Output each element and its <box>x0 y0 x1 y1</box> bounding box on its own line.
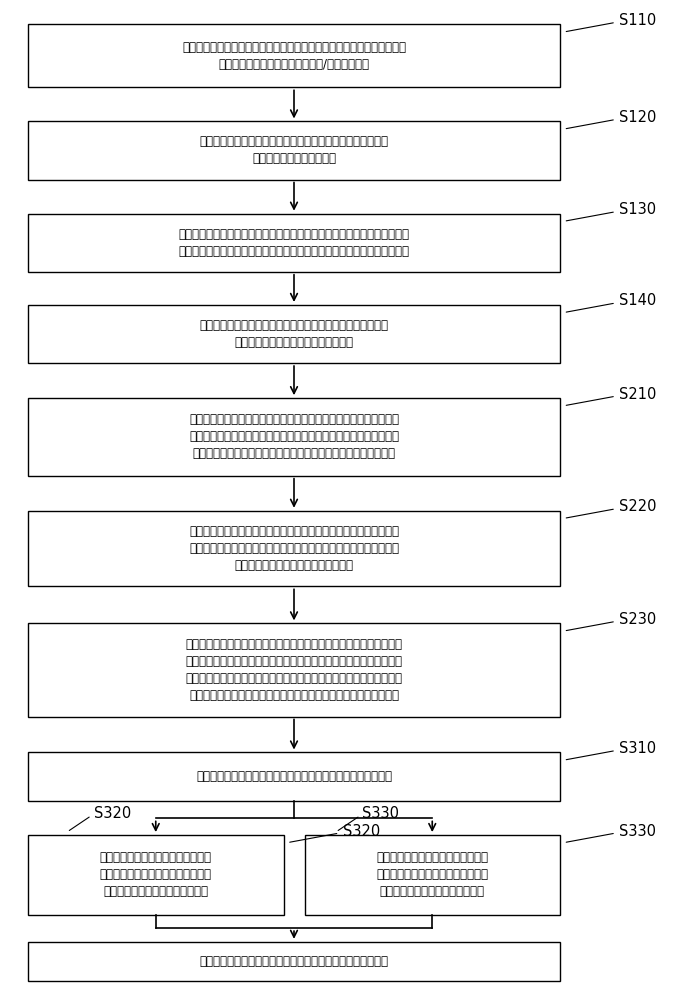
Bar <box>28 835 284 915</box>
Text: S130: S130 <box>620 202 657 217</box>
Bar <box>28 623 560 717</box>
Text: S220: S220 <box>620 499 657 514</box>
Text: 确定匹配度数值最大的候选坐标为移动机器人自身的全局坐标: 确定匹配度数值最大的候选坐标为移动机器人自身的全局坐标 <box>199 955 388 968</box>
Bar <box>28 305 560 363</box>
Text: S120: S120 <box>620 110 657 125</box>
Text: 根据采集数据进行物体识别得到局部地图和局部地图中每个物
体的类型信息及其位置坐标: 根据采集数据进行物体识别得到局部地图和局部地图中每个物 体的类型信息及其位置坐标 <box>199 135 388 165</box>
Text: 当特征信息为点云特征时，将每个候
选坐标所对应周围环境的点云特征与
预设点云特征进行比对计算匹配度: 当特征信息为点云特征时，将每个候 选坐标所对应周围环境的点云特征与 预设点云特征… <box>99 851 211 898</box>
Text: 根据当前局部特征描述线对应的距离和位置坐标，以及当前局部特征描
述线对应的目标全局特征描述线所对应的距离、空间坐标，计算得到在
当前局部特征描述线下移动机器人对: 根据当前局部特征描述线对应的距离和位置坐标，以及当前局部特征描 述线对应的目标全… <box>186 638 402 702</box>
Text: 根据局部地图中每个物体所在位置的位置坐标和类型信息，生成对应的物体
定位节点及其对应的定位坐标信息；定位坐标信息包括位置坐标和类型信息: 根据局部地图中每个物体所在位置的位置坐标和类型信息，生成对应的物体 定位节点及其… <box>178 228 410 258</box>
Bar <box>28 942 560 981</box>
Bar <box>28 398 560 476</box>
Bar <box>28 752 560 801</box>
Text: S330: S330 <box>620 824 657 839</box>
Text: 根据各个物体定位节点对应的定位坐标信息和每对相邻物体定
位节点之间的距离创建局部特征描述集: 根据各个物体定位节点对应的定位坐标信息和每对相邻物体定 位节点之间的距离创建局部… <box>199 319 388 349</box>
Text: 当特征信息为图像特征时，将每个候
选坐标所对应周围环境的图像特征与
预设图像特征进行比对计算匹配度: 当特征信息为图像特征时，将每个候 选坐标所对应周围环境的图像特征与 预设图像特征… <box>376 851 488 898</box>
Text: S210: S210 <box>620 387 657 402</box>
Bar <box>28 24 560 87</box>
Bar <box>28 121 560 180</box>
Text: 启动后触发定位辅助传感器工作，并从定位辅助传感器处获取采集数据；
定位辅助传感器包括视觉传感器和/或激光传感器: 启动后触发定位辅助传感器工作，并从定位辅助传感器处获取采集数据； 定位辅助传感器… <box>182 41 406 71</box>
Text: S320: S320 <box>94 806 131 821</box>
Text: S140: S140 <box>620 293 657 308</box>
Bar <box>28 214 560 272</box>
Text: S110: S110 <box>620 13 657 28</box>
Text: S320: S320 <box>343 824 380 839</box>
Text: S230: S230 <box>620 612 657 627</box>
Text: S330: S330 <box>363 806 400 821</box>
Text: 将下一局部特征描述线与全局特征描述集中的所有全局特征描述线进
行比对，筛选出与下一局部特征描述线对应的目标全局特征描述线，
直至所有局部特征描述线完成筛选为止: 将下一局部特征描述线与全局特征描述集中的所有全局特征描述线进 行比对，筛选出与下… <box>189 525 399 572</box>
Bar <box>28 511 560 586</box>
Text: S310: S310 <box>620 741 657 756</box>
Text: 将当前局部特征描述线与全局特征描述集中的所有全局特征描述线进
行比对，筛选出与当前局部特征描述线所包括的所有类型信息相同的
，且与当前局部特征描述线对应的距离相: 将当前局部特征描述线与全局特征描述集中的所有全局特征描述线进 行比对，筛选出与当… <box>189 413 399 460</box>
Text: 对定位辅助传感器获取的采集数据进行解析得到对应的特征信息: 对定位辅助传感器获取的采集数据进行解析得到对应的特征信息 <box>196 770 392 783</box>
Bar <box>304 835 560 915</box>
